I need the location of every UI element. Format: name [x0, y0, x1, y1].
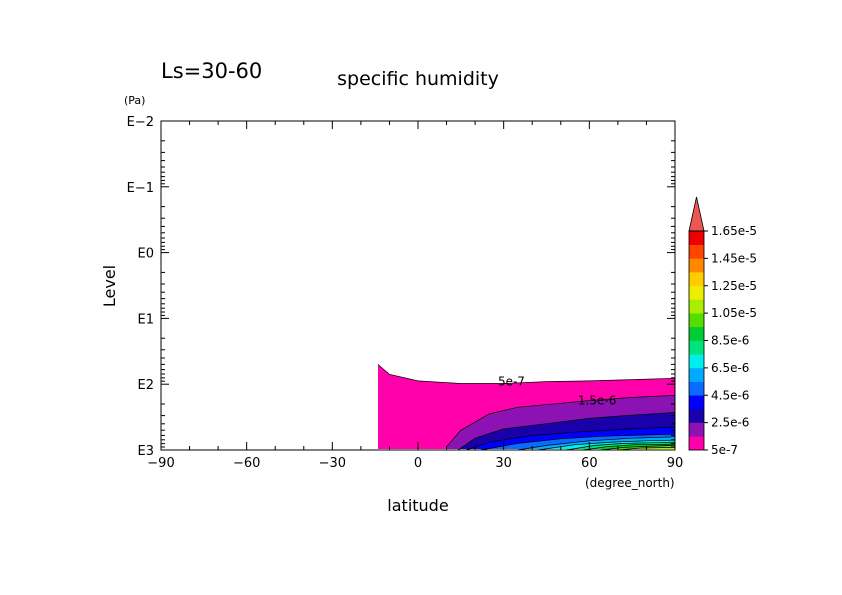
contour-line [617, 447, 676, 451]
plot-area [160, 120, 676, 451]
x-tick-label: 30 [495, 456, 512, 471]
colorbar-label: 1.25e-5 [711, 279, 757, 293]
colorbar-label: 1.45e-5 [711, 251, 757, 265]
y-tick-label: E1 [138, 312, 155, 327]
contour-line [600, 445, 676, 451]
colorbar-segment [689, 231, 704, 245]
colorbar-segment [689, 299, 704, 314]
subtitle: Ls=30-60 [161, 59, 262, 83]
colorbar-segment [689, 244, 704, 259]
x-tick-label: 90 [667, 456, 684, 471]
colorbar-segment [689, 340, 704, 355]
colorbar-segment [689, 285, 704, 300]
y-tick-label: E−1 [127, 181, 154, 196]
x-axis-title: latitude [387, 496, 448, 515]
contour-line [480, 433, 676, 451]
contour-line [566, 441, 676, 451]
colorbar-segment [689, 272, 704, 287]
contour-line [517, 436, 676, 451]
y-axis-title: Level [100, 265, 119, 307]
contour-line [466, 426, 676, 451]
contour-labels: 5e-7 1.5e-6 [498, 375, 616, 408]
x-tick-label: −60 [233, 456, 260, 471]
colorbar-segment [689, 422, 704, 437]
colorbar-segment [689, 326, 704, 341]
contour-line [446, 395, 676, 447]
colorbar-segment [689, 395, 704, 410]
contour-line [457, 412, 676, 451]
contour-label: 1.5e-6 [578, 394, 616, 408]
contour-label: 5e-7 [498, 375, 525, 389]
y-tick-label: E0 [138, 247, 155, 262]
x-unit-label: (degree_north) [585, 476, 675, 490]
colorbar-segment [689, 408, 704, 423]
y-unit-label: (Pa) [124, 94, 145, 107]
contour-line [377, 364, 676, 384]
x-tick-label: −90 [147, 456, 174, 471]
y-tick-label: E2 [138, 378, 155, 393]
colorbar-label: 1.65e-5 [711, 224, 757, 238]
colorbar-segment [689, 381, 704, 396]
colorbar-label: 2.5e-6 [711, 416, 749, 430]
x-tick-label: 0 [414, 456, 422, 471]
colorbar-segment [689, 436, 704, 451]
y-tick-label: E−2 [127, 115, 154, 130]
colorbar-label: 5e-7 [711, 443, 738, 457]
contour-line [537, 439, 676, 451]
y-tick-label: E3 [138, 444, 155, 459]
colorbar-segment [689, 258, 704, 273]
contour-line [583, 443, 676, 451]
x-tick-label: −30 [319, 456, 346, 471]
x-axis: −90 −60 −30 0 30 60 90 [147, 121, 683, 471]
colorbar-label: 8.5e-6 [711, 334, 749, 348]
colorbar-segment [689, 367, 704, 382]
colorbar-label: 1.05e-5 [711, 306, 757, 320]
x-tick-label: 60 [581, 456, 598, 471]
colorbar-segment [689, 354, 704, 369]
colorbar-segment [689, 313, 704, 328]
chart-title: specific humidity [337, 68, 499, 90]
contour-lines [377, 364, 676, 451]
y-axis: E−2 E−1 E0 E1 E2 E3 [127, 115, 675, 459]
colorbar: 1.65e-5 1.45e-5 1.25e-5 1.05e-5 8.5e-6 6.5e-6… [688, 196, 757, 457]
colorbar-label: 4.5e-6 [711, 388, 749, 402]
contour-fills [378, 364, 675, 450]
colorbar-extend-arrow [688, 196, 705, 232]
colorbar-label: 6.5e-6 [711, 361, 749, 375]
